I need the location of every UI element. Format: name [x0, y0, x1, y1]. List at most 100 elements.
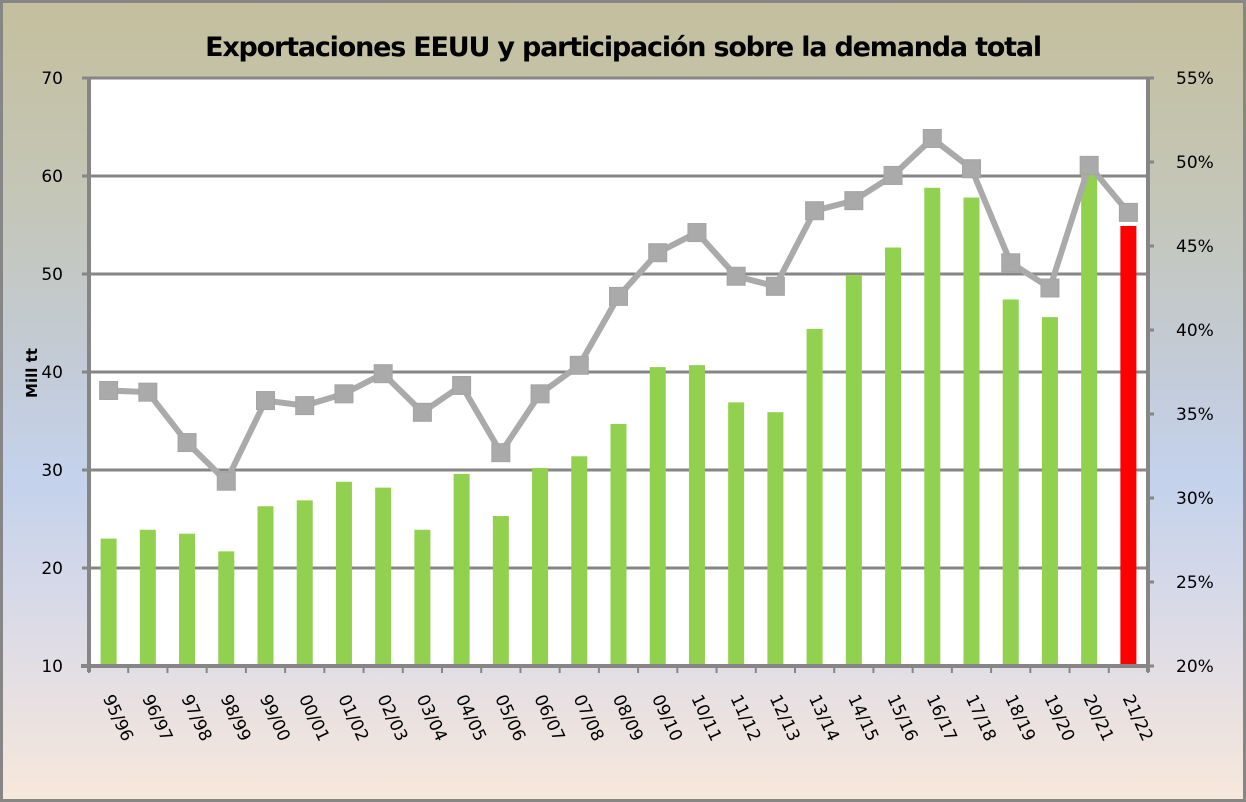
- bar: [1002, 299, 1019, 666]
- x-tick-label: 95/96: [98, 692, 137, 745]
- x-tick-label: 98/99: [216, 692, 255, 745]
- bar: [100, 538, 117, 666]
- x-tick-label: 13/14: [804, 692, 843, 745]
- y2-tick-label: 45%: [1176, 237, 1214, 257]
- bar: [414, 529, 431, 666]
- y-tick-label: 20: [41, 559, 63, 579]
- x-tick-label: 08/09: [608, 692, 647, 745]
- line-marker: [648, 243, 668, 263]
- y2-tick-label: 40%: [1176, 321, 1214, 341]
- x-tick-label: 16/17: [922, 692, 961, 745]
- line-marker: [412, 402, 432, 422]
- bar: [139, 529, 156, 666]
- y-axis-label: Mill tt: [23, 348, 41, 398]
- y-tick-label: 70: [41, 69, 63, 89]
- bar-series: [100, 171, 1137, 667]
- x-tick-label: 09/10: [647, 692, 686, 745]
- line-marker: [99, 380, 119, 400]
- bar: [845, 274, 862, 666]
- y2-tick-label: 20%: [1176, 657, 1214, 677]
- y2-tick-label: 50%: [1176, 153, 1214, 173]
- bar: [296, 500, 313, 666]
- x-tick-label: 02/03: [373, 692, 412, 745]
- line-marker: [569, 355, 589, 375]
- line-marker: [1079, 155, 1099, 175]
- line-marker: [962, 159, 981, 179]
- bar: [335, 481, 352, 666]
- bar: [375, 487, 392, 666]
- y2-tick-label: 35%: [1176, 405, 1214, 425]
- bar: [924, 187, 941, 666]
- y2-tick-label: 25%: [1176, 573, 1214, 593]
- chart-title: Exportaciones EEUU y participación sobre…: [205, 32, 1041, 63]
- line-marker: [138, 382, 158, 402]
- bar: [963, 197, 980, 666]
- x-tick-label: 01/02: [333, 692, 372, 745]
- line-marker: [491, 443, 511, 463]
- bar: [532, 468, 549, 666]
- line-marker: [726, 266, 746, 286]
- bar: [1041, 317, 1058, 666]
- x-tick-label: 20/21: [1079, 692, 1118, 745]
- line-marker: [177, 433, 197, 453]
- bar: [806, 328, 823, 666]
- x-tick-label: 06/07: [530, 692, 569, 745]
- x-tick-label: 03/04: [412, 692, 451, 745]
- x-tick-label: 17/18: [961, 692, 1000, 745]
- line-marker: [373, 364, 393, 384]
- bar: [1120, 225, 1137, 667]
- bar: [257, 506, 274, 666]
- bar: [453, 473, 470, 666]
- left-axis-ticks: 70 60 50 40 30 20 10: [41, 69, 89, 677]
- y-tick-label: 40: [41, 363, 63, 383]
- x-tick-label: 14/15: [843, 692, 882, 745]
- bar: [218, 551, 235, 666]
- line-series: [99, 128, 1138, 491]
- right-axis-ticks: 55% 50% 45% 40% 35% 30% 25% 20%: [1148, 69, 1214, 677]
- bar: [885, 247, 902, 667]
- bar: [1081, 171, 1098, 666]
- bar: [492, 516, 509, 666]
- x-tick-label: 97/98: [177, 692, 216, 745]
- bar: [767, 412, 784, 666]
- bar: [649, 367, 666, 666]
- line-marker: [922, 128, 942, 148]
- bar: [179, 533, 196, 666]
- bar: [610, 423, 627, 666]
- line-marker: [883, 165, 903, 185]
- x-axis-ticks: 95/96 96/97 97/98 98/99 99/00 00/01 01/02 02/03…: [88, 666, 1157, 745]
- x-tick-label: 96/97: [137, 692, 176, 745]
- y-tick-label: 10: [41, 657, 63, 677]
- x-tick-label: 99/00: [255, 692, 294, 745]
- line-marker: [1040, 278, 1060, 298]
- x-tick-label: 19/20: [1039, 692, 1078, 745]
- line-marker: [844, 191, 864, 211]
- bar: [571, 456, 588, 666]
- y2-tick-label: 55%: [1176, 69, 1214, 89]
- line-marker: [530, 384, 550, 404]
- line-marker: [452, 375, 472, 395]
- line-marker: [216, 471, 236, 491]
- bar: [688, 365, 705, 666]
- line-marker: [609, 286, 628, 306]
- y-tick-label: 30: [41, 461, 63, 481]
- x-tick-label: 15/16: [883, 692, 922, 745]
- line-marker: [765, 276, 785, 296]
- x-tick-label: 12/13: [765, 692, 804, 745]
- x-tick-label: 10/11: [686, 692, 725, 745]
- line-marker: [805, 201, 825, 221]
- bar: [728, 402, 745, 666]
- line-marker: [687, 223, 707, 243]
- line-marker: [334, 384, 354, 404]
- line-marker: [1118, 202, 1138, 222]
- line-marker: [295, 396, 315, 416]
- x-tick-label: 05/06: [490, 692, 529, 745]
- x-tick-label: 07/08: [569, 692, 608, 745]
- x-tick-label: 18/19: [1000, 692, 1039, 745]
- y-tick-label: 60: [41, 167, 63, 187]
- y2-tick-label: 30%: [1176, 489, 1214, 509]
- y-tick-label: 50: [41, 265, 63, 285]
- x-tick-label: 00/01: [294, 692, 333, 745]
- x-tick-label: 04/05: [451, 692, 490, 745]
